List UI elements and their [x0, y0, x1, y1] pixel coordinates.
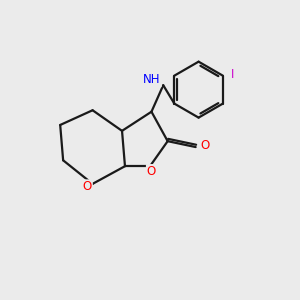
Text: O: O [147, 165, 156, 178]
Text: NH: NH [143, 74, 161, 86]
Text: O: O [83, 180, 92, 193]
Text: O: O [200, 139, 210, 152]
Text: I: I [230, 68, 234, 81]
